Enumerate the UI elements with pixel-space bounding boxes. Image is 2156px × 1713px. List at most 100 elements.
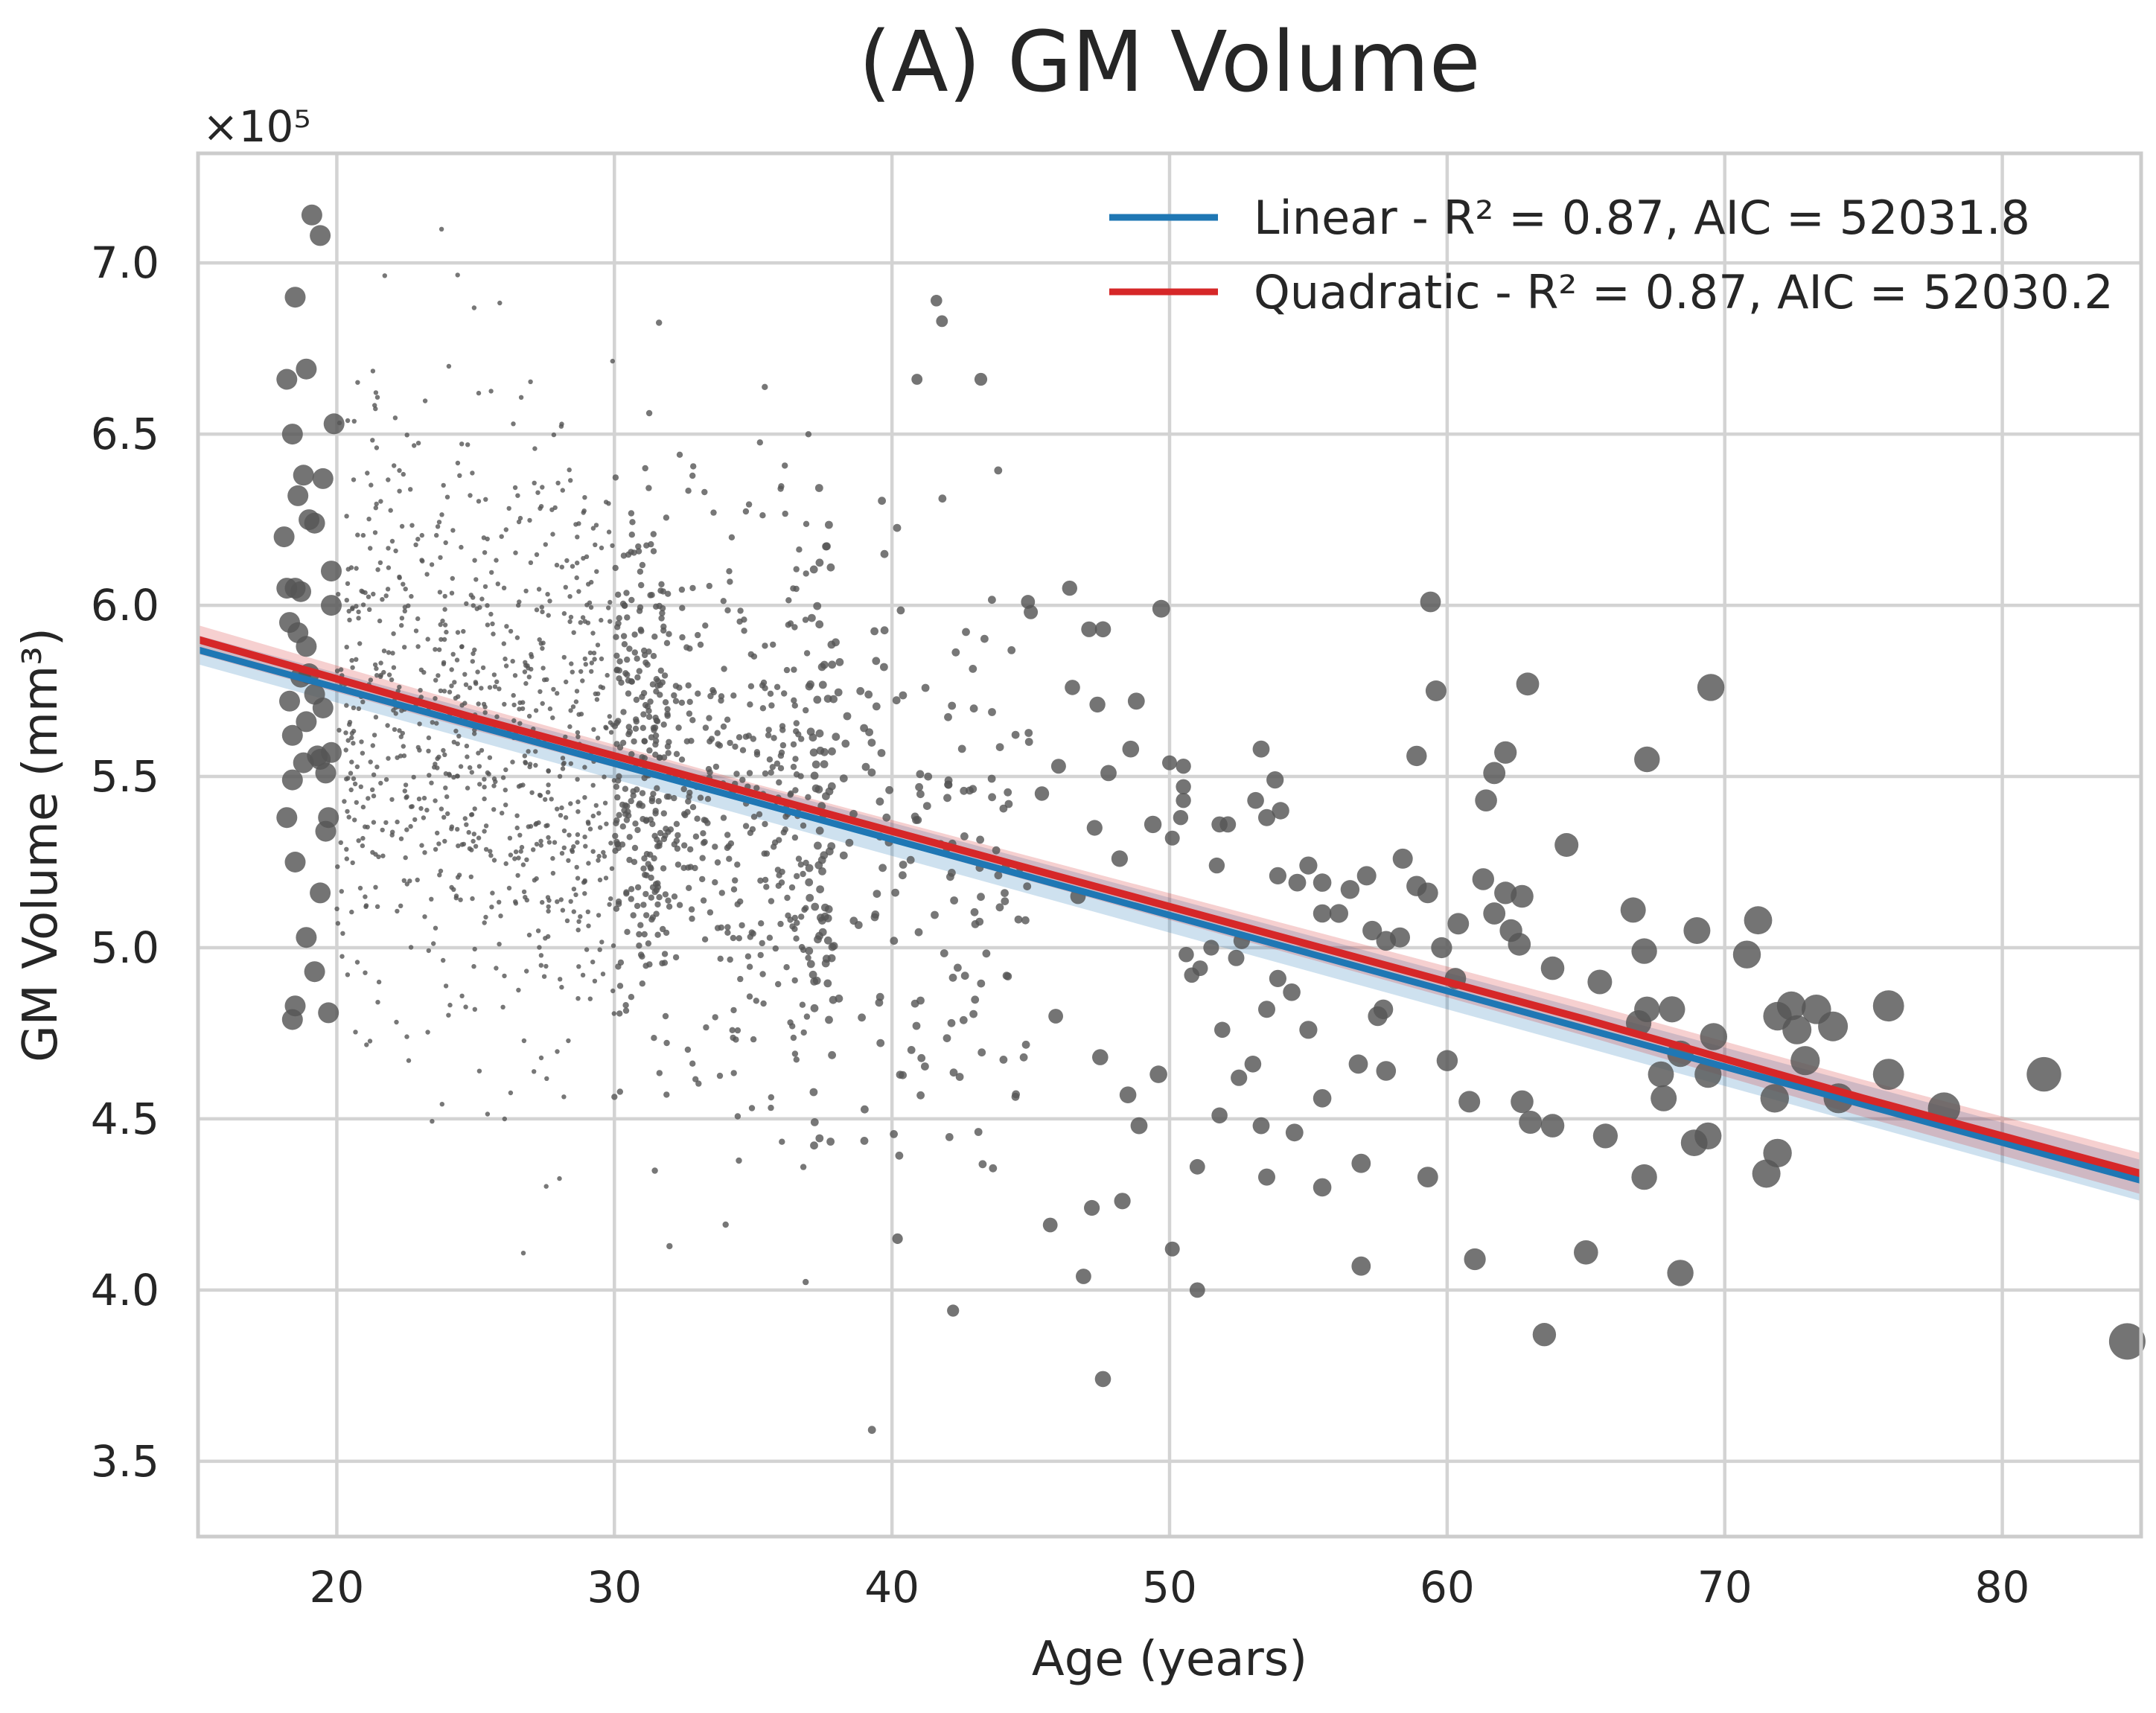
scatter-point (374, 904, 380, 910)
scatter-point (494, 714, 500, 719)
scatter-point (564, 558, 570, 564)
scatter-point (390, 829, 395, 835)
scatter-point (1048, 1009, 1063, 1024)
scatter-point (457, 473, 462, 478)
scatter-point (882, 813, 891, 822)
scatter-point (692, 1076, 699, 1082)
scatter-point (390, 651, 395, 656)
scatter-point (1483, 902, 1506, 925)
scatter-point (815, 826, 824, 835)
scatter-point (798, 944, 806, 951)
scatter-point (1021, 1040, 1030, 1049)
scatter-point (703, 1024, 709, 1031)
scatter-point (559, 984, 564, 990)
scatter-point (1076, 1269, 1091, 1284)
scatter-point (616, 811, 622, 819)
scatter-point (538, 689, 543, 695)
y-multiplier: ×10⁵ (202, 101, 311, 152)
scatter-point (741, 616, 747, 623)
scatter-point (487, 685, 493, 690)
scatter-point (896, 606, 905, 615)
scatter-point (977, 1048, 986, 1057)
scatter-point (610, 543, 615, 549)
scatter-point (615, 963, 622, 970)
scatter-point (465, 785, 471, 791)
scatter-point (442, 607, 447, 612)
scatter-point (555, 691, 560, 696)
scatter-point (1631, 938, 1657, 964)
scatter-point (344, 598, 349, 603)
scatter-point (503, 767, 508, 773)
scatter-point (785, 597, 792, 604)
scatter-point (1176, 793, 1191, 808)
scatter-point (1519, 1111, 1543, 1134)
scatter-point (613, 905, 620, 912)
scatter-point (596, 853, 602, 859)
scatter-point (514, 635, 520, 640)
scatter-point (389, 677, 395, 683)
scatter-point (628, 896, 634, 902)
scatter-point (971, 995, 980, 1004)
scatter-point (495, 581, 500, 587)
scatter-point (1431, 937, 1452, 959)
scatter-point (465, 442, 471, 447)
scatter-point (538, 963, 543, 968)
scatter-point (709, 686, 716, 694)
scatter-point (524, 857, 529, 863)
scatter-point (815, 558, 824, 567)
scatter-point (500, 1004, 505, 1010)
scatter-point (573, 892, 578, 898)
scatter-point (759, 512, 766, 519)
scatter-point (398, 753, 404, 759)
scatter-point (1024, 738, 1033, 746)
scatter-point (779, 868, 785, 875)
scatter-point (281, 724, 303, 746)
scatter-point (988, 793, 996, 802)
scatter-point (575, 730, 581, 736)
scatter-point (750, 930, 756, 937)
scatter-point (455, 875, 461, 880)
scatter-point (377, 560, 383, 565)
scatter-point (436, 754, 441, 759)
scatter-point (584, 947, 590, 952)
scatter-point (753, 998, 759, 1004)
scatter-point (540, 485, 545, 490)
scatter-point (1211, 1107, 1228, 1124)
scatter-point (784, 894, 791, 902)
scatter-point (785, 622, 792, 628)
scatter-point (547, 599, 552, 604)
scatter-point (1019, 1053, 1028, 1062)
scatter-point (791, 834, 799, 841)
scatter-point (296, 927, 317, 948)
scatter-point (441, 957, 446, 963)
scatter-point (438, 806, 444, 811)
scatter-point (820, 851, 829, 860)
scatter-point (471, 964, 476, 969)
scatter-point (483, 497, 488, 502)
scatter-point (377, 618, 383, 624)
scatter-point (349, 735, 354, 741)
scatter-point (753, 785, 760, 791)
scatter-point (633, 716, 640, 723)
scatter-point (1162, 755, 1177, 771)
scatter-point (999, 804, 1008, 813)
scatter-point (561, 762, 566, 767)
scatter-point (535, 490, 540, 495)
scatter-point (1620, 897, 1646, 923)
scatter-point (388, 508, 393, 513)
scatter-point (724, 844, 731, 852)
scatter-point (916, 1091, 925, 1100)
scatter-point (538, 843, 543, 848)
scatter-point (590, 526, 596, 531)
scatter-point (877, 749, 886, 757)
scatter-point (792, 756, 799, 762)
scatter-point (385, 587, 391, 592)
scatter-point (750, 736, 756, 742)
scatter-point (465, 754, 470, 759)
scatter-point (634, 826, 641, 834)
scatter-point (687, 864, 694, 870)
scatter-point (588, 605, 594, 610)
scatter-point (587, 826, 593, 832)
scatter-point (1540, 1114, 1565, 1138)
scatter-point (523, 680, 529, 686)
